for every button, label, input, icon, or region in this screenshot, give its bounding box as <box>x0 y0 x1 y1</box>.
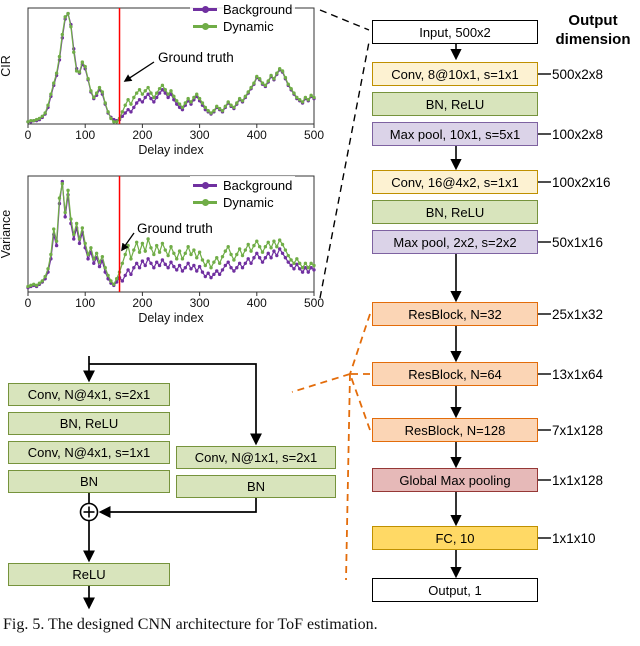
legend-label-background: Background <box>223 178 293 193</box>
cir-chart: 0 100 200 300 400 500 CIR Delay index <box>0 7 324 157</box>
node-maxpool2: Max pool, 2x2, s=2x2 <box>372 230 538 254</box>
background-series-marker <box>193 181 217 189</box>
resblock-conv2: Conv, N@4x1, s=1x1 <box>8 441 170 464</box>
svg-text:300: 300 <box>190 128 210 142</box>
dim-resblock-32: 25x1x32 <box>552 306 604 322</box>
svg-text:100: 100 <box>75 296 95 310</box>
legend-row-background: Background <box>193 1 292 18</box>
legend-label-dynamic: Dynamic <box>223 19 274 34</box>
series-dynamic <box>26 182 316 289</box>
output-dimension-header: Output dimension <box>555 12 631 48</box>
resblock-bn-relu: BN, ReLU <box>8 412 170 435</box>
svg-text:100: 100 <box>75 128 95 142</box>
svg-text:0: 0 <box>25 296 32 310</box>
node-bn-relu2: BN, ReLU <box>372 200 538 224</box>
svg-text:400: 400 <box>247 128 267 142</box>
dim-maxpool1: 100x2x8 <box>552 126 604 142</box>
legend-row-background: Background <box>193 177 292 194</box>
svg-text:CIR: CIR <box>0 55 13 77</box>
add-merge-node <box>79 502 99 522</box>
dim-fc: 1x1x10 <box>552 530 596 546</box>
svg-text:Variance: Variance <box>0 210 13 258</box>
node-bn-relu1: BN, ReLU <box>372 92 538 116</box>
dim-maxpool2: 50x1x16 <box>552 234 604 250</box>
variance-chart: 0 100 200 300 400 500 Variance Delay index <box>0 175 324 325</box>
dynamic-series-marker <box>193 22 217 30</box>
resblock-shortcut-conv: Conv, N@1x1, s=2x1 <box>176 446 336 469</box>
svg-text:200: 200 <box>132 296 152 310</box>
svg-text:Delay index: Delay index <box>138 143 204 157</box>
dim-connectors <box>538 73 551 539</box>
ground-truth-label-variance: Ground truth <box>137 221 213 236</box>
svg-text:500: 500 <box>304 296 324 310</box>
svg-text:Delay index: Delay index <box>138 311 204 325</box>
dim-resblock-64: 13x1x64 <box>552 366 604 382</box>
resblock-shortcut-bn: BN <box>176 475 336 498</box>
ground-truth-label-cir: Ground truth <box>158 50 234 65</box>
svg-text:500: 500 <box>304 128 324 142</box>
cir-legend: Background Dynamic <box>190 0 296 36</box>
legend-label-dynamic: Dynamic <box>223 195 274 210</box>
dim-resblock-128: 7x1x128 <box>552 422 604 438</box>
svg-text:0: 0 <box>25 128 32 142</box>
svg-text:400: 400 <box>247 296 267 310</box>
dynamic-series-marker <box>193 198 217 206</box>
legend-row-dynamic: Dynamic <box>193 194 292 211</box>
node-conv1: Conv, 8@10x1, s=1x1 <box>372 62 538 86</box>
node-resblock-32: ResBlock, N=32 <box>372 302 538 326</box>
svg-text:200: 200 <box>132 128 152 142</box>
axes: 0 100 200 300 400 500 <box>25 175 324 310</box>
resblock-bn: BN <box>8 470 170 493</box>
background-series-marker <box>193 5 217 13</box>
figure-caption: Fig. 5. The designed CNN architecture fo… <box>3 616 378 633</box>
node-resblock-64: ResBlock, N=64 <box>372 362 538 386</box>
variance-legend: Background Dynamic <box>190 176 296 212</box>
node-fc: FC, 10 <box>372 526 538 550</box>
svg-text:300: 300 <box>190 296 210 310</box>
node-resblock-128: ResBlock, N=128 <box>372 418 538 442</box>
legend-label-background: Background <box>223 2 293 17</box>
series-dynamic <box>26 11 316 124</box>
resblock-relu: ReLU <box>8 563 170 586</box>
node-maxpool1: Max pool, 10x1, s=5x1 <box>372 122 538 146</box>
node-conv2: Conv, 16@4x2, s=1x1 <box>372 170 538 194</box>
dim-conv1: 500x2x8 <box>552 66 604 82</box>
resblock-conv1: Conv, N@4x1, s=2x1 <box>8 383 170 406</box>
dim-global-maxpool: 1x1x128 <box>552 472 604 488</box>
node-output: Output, 1 <box>372 578 538 602</box>
legend-row-dynamic: Dynamic <box>193 18 292 35</box>
dim-conv2: 100x2x16 <box>552 174 611 190</box>
axes: 0 100 200 300 400 500 <box>25 7 324 142</box>
node-global-maxpool: Global Max pooling <box>372 468 538 492</box>
node-input: Input, 500x2 <box>372 20 538 44</box>
